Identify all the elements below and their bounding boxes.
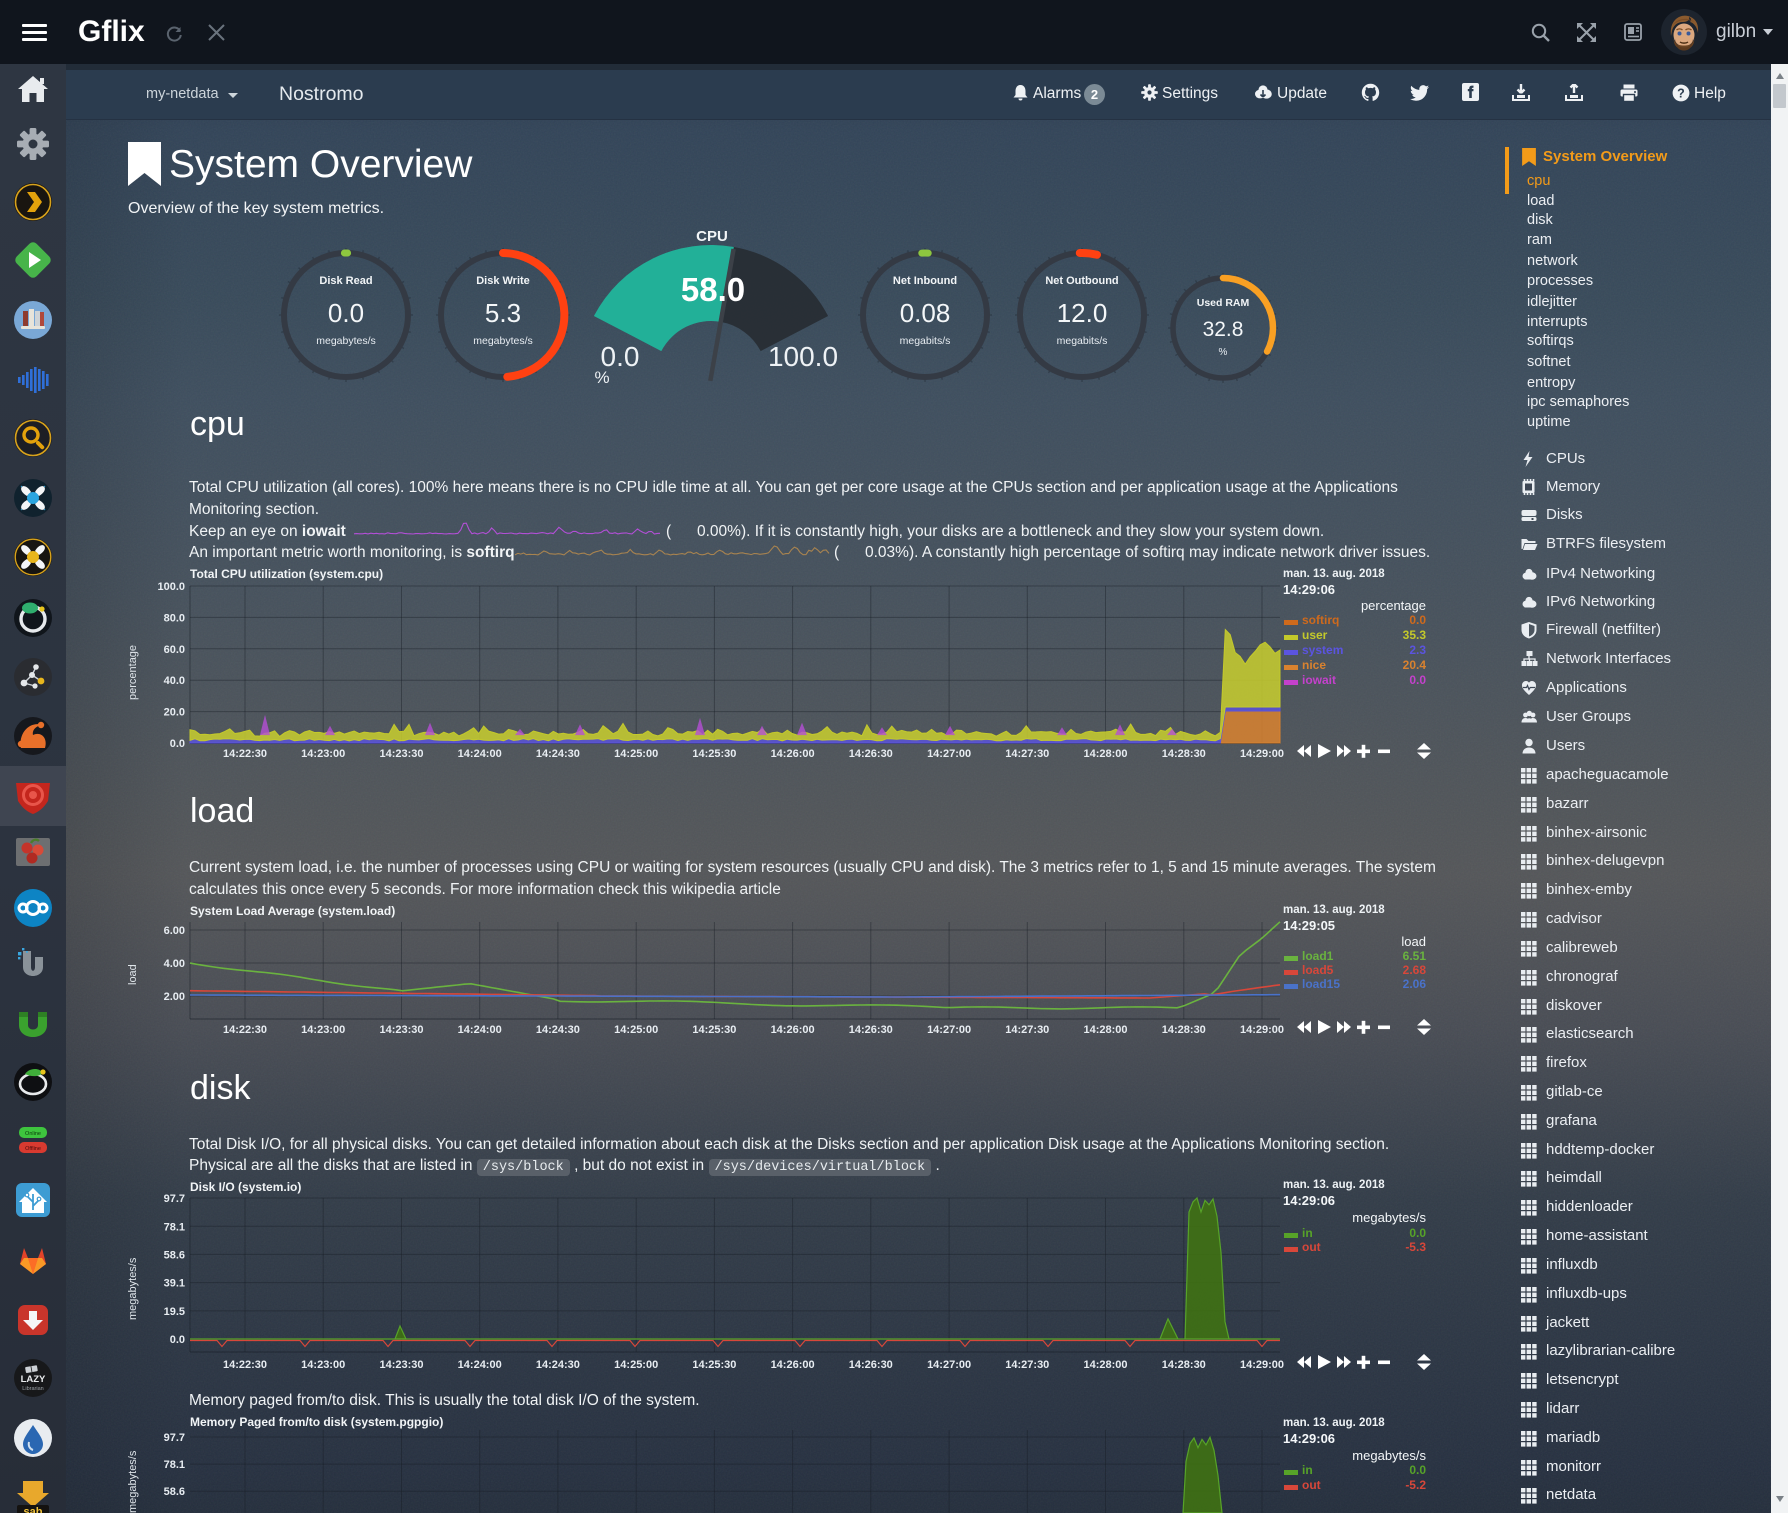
- svg-text:100.0: 100.0: [768, 341, 838, 372]
- svg-text:5.3: 5.3: [485, 298, 521, 328]
- svg-text:14:26:30: 14:26:30: [849, 1024, 893, 1036]
- svg-text:megabytes/s: megabytes/s: [127, 1257, 139, 1320]
- svg-text:80.0: 80.0: [164, 612, 185, 624]
- svg-text:78.1: 78.1: [164, 1221, 185, 1233]
- svg-text:14:24:00: 14:24:00: [458, 1359, 502, 1371]
- svg-text:14:27:30: 14:27:30: [1005, 748, 1049, 760]
- svg-text:14:28:00: 14:28:00: [1083, 1359, 1127, 1371]
- svg-text:14:29:00: 14:29:00: [1240, 1024, 1284, 1036]
- svg-text:14:29:00: 14:29:00: [1240, 1359, 1284, 1371]
- svg-text:14:22:30: 14:22:30: [223, 1024, 267, 1036]
- svg-text:14:23:00: 14:23:00: [301, 1359, 345, 1371]
- svg-text:Online: Online: [25, 1131, 41, 1137]
- svg-text:20.0: 20.0: [164, 707, 185, 719]
- svg-text:14:26:00: 14:26:00: [771, 1024, 815, 1036]
- svg-text:14:23:00: 14:23:00: [301, 1024, 345, 1036]
- svg-text:12.0: 12.0: [1057, 298, 1108, 328]
- svg-text:14:23:00: 14:23:00: [301, 748, 345, 760]
- svg-text:0.0: 0.0: [170, 738, 185, 750]
- svg-text:14:27:00: 14:27:00: [927, 1024, 971, 1036]
- svg-text:32.8: 32.8: [1203, 318, 1244, 341]
- svg-text:14:28:00: 14:28:00: [1083, 1024, 1127, 1036]
- svg-text:14:28:30: 14:28:30: [1162, 748, 1206, 760]
- svg-text:%: %: [594, 368, 609, 387]
- svg-text:39.1: 39.1: [164, 1278, 185, 1290]
- svg-text:78.1: 78.1: [164, 1459, 185, 1471]
- svg-text:100.0: 100.0: [157, 581, 185, 593]
- svg-text:14:27:00: 14:27:00: [927, 1359, 971, 1371]
- svg-text:Offline: Offline: [25, 1146, 41, 1152]
- svg-text:14:29:00: 14:29:00: [1240, 748, 1284, 760]
- svg-text:14:23:30: 14:23:30: [379, 748, 423, 760]
- svg-text:%: %: [1219, 347, 1228, 358]
- svg-text:14:27:30: 14:27:30: [1005, 1359, 1049, 1371]
- svg-text:megabytes/s: megabytes/s: [127, 1450, 139, 1513]
- svg-text:14:25:30: 14:25:30: [692, 748, 736, 760]
- svg-text:megabits/s: megabits/s: [900, 335, 951, 347]
- svg-text:2.00: 2.00: [164, 991, 185, 1003]
- svg-text:CPU: CPU: [696, 228, 728, 245]
- svg-text:14:25:30: 14:25:30: [692, 1359, 736, 1371]
- svg-text:14:26:00: 14:26:00: [771, 748, 815, 760]
- svg-text:0.08: 0.08: [900, 298, 951, 328]
- svg-text:Disk Write: Disk Write: [476, 275, 530, 287]
- svg-text:Net Inbound: Net Inbound: [893, 275, 957, 287]
- svg-text:load: load: [127, 964, 139, 985]
- svg-text:14:23:30: 14:23:30: [379, 1359, 423, 1371]
- svg-text:14:22:30: 14:22:30: [223, 748, 267, 760]
- svg-text:58.0: 58.0: [681, 271, 745, 308]
- svg-text:0.0: 0.0: [170, 1334, 185, 1346]
- svg-text:megabytes/s: megabytes/s: [473, 335, 533, 347]
- svg-text:14:24:30: 14:24:30: [536, 748, 580, 760]
- svg-text:14:25:00: 14:25:00: [614, 1024, 658, 1036]
- svg-text:14:28:00: 14:28:00: [1083, 748, 1127, 760]
- svg-text:14:26:30: 14:26:30: [849, 748, 893, 760]
- svg-text:14:27:30: 14:27:30: [1005, 1024, 1049, 1036]
- svg-text:14:28:30: 14:28:30: [1162, 1024, 1206, 1036]
- svg-text:14:26:30: 14:26:30: [849, 1359, 893, 1371]
- svg-text:97.7: 97.7: [164, 1193, 185, 1205]
- svg-text:14:27:00: 14:27:00: [927, 748, 971, 760]
- svg-text:60.0: 60.0: [164, 644, 185, 656]
- svg-text:0.0: 0.0: [328, 298, 364, 328]
- svg-text:14:24:00: 14:24:00: [458, 1024, 502, 1036]
- svg-text:14:26:00: 14:26:00: [771, 1359, 815, 1371]
- svg-text:14:25:30: 14:25:30: [692, 1024, 736, 1036]
- svg-text:Used RAM: Used RAM: [1197, 297, 1250, 309]
- svg-text:14:24:30: 14:24:30: [536, 1024, 580, 1036]
- svg-text:Disk Read: Disk Read: [319, 275, 372, 287]
- svg-text:sab: sab: [24, 1506, 43, 1513]
- svg-text:14:24:30: 14:24:30: [536, 1359, 580, 1371]
- svg-text:4.00: 4.00: [164, 958, 185, 970]
- svg-text:14:22:30: 14:22:30: [223, 1359, 267, 1371]
- svg-text:97.7: 97.7: [164, 1432, 185, 1444]
- svg-text:Librarian: Librarian: [22, 1386, 43, 1392]
- svg-text:6.00: 6.00: [164, 925, 185, 937]
- svg-text:14:25:00: 14:25:00: [614, 1359, 658, 1371]
- svg-text:Net Outbound: Net Outbound: [1045, 275, 1118, 287]
- svg-text:0.0: 0.0: [601, 341, 640, 372]
- svg-text:40.0: 40.0: [164, 675, 185, 687]
- svg-text:58.6: 58.6: [164, 1486, 185, 1498]
- svg-text:LAZY: LAZY: [21, 1374, 46, 1385]
- svg-text:14:24:00: 14:24:00: [458, 748, 502, 760]
- svg-text:14:28:30: 14:28:30: [1162, 1359, 1206, 1371]
- svg-text:percentage: percentage: [127, 645, 139, 700]
- svg-text:19.5: 19.5: [164, 1306, 185, 1318]
- svg-text:14:25:00: 14:25:00: [614, 748, 658, 760]
- svg-text:megabits/s: megabits/s: [1057, 335, 1108, 347]
- svg-text:megabytes/s: megabytes/s: [316, 335, 376, 347]
- svg-text:14:23:30: 14:23:30: [379, 1024, 423, 1036]
- svg-text:58.6: 58.6: [164, 1249, 185, 1261]
- svg-text:?: ?: [1677, 86, 1685, 100]
